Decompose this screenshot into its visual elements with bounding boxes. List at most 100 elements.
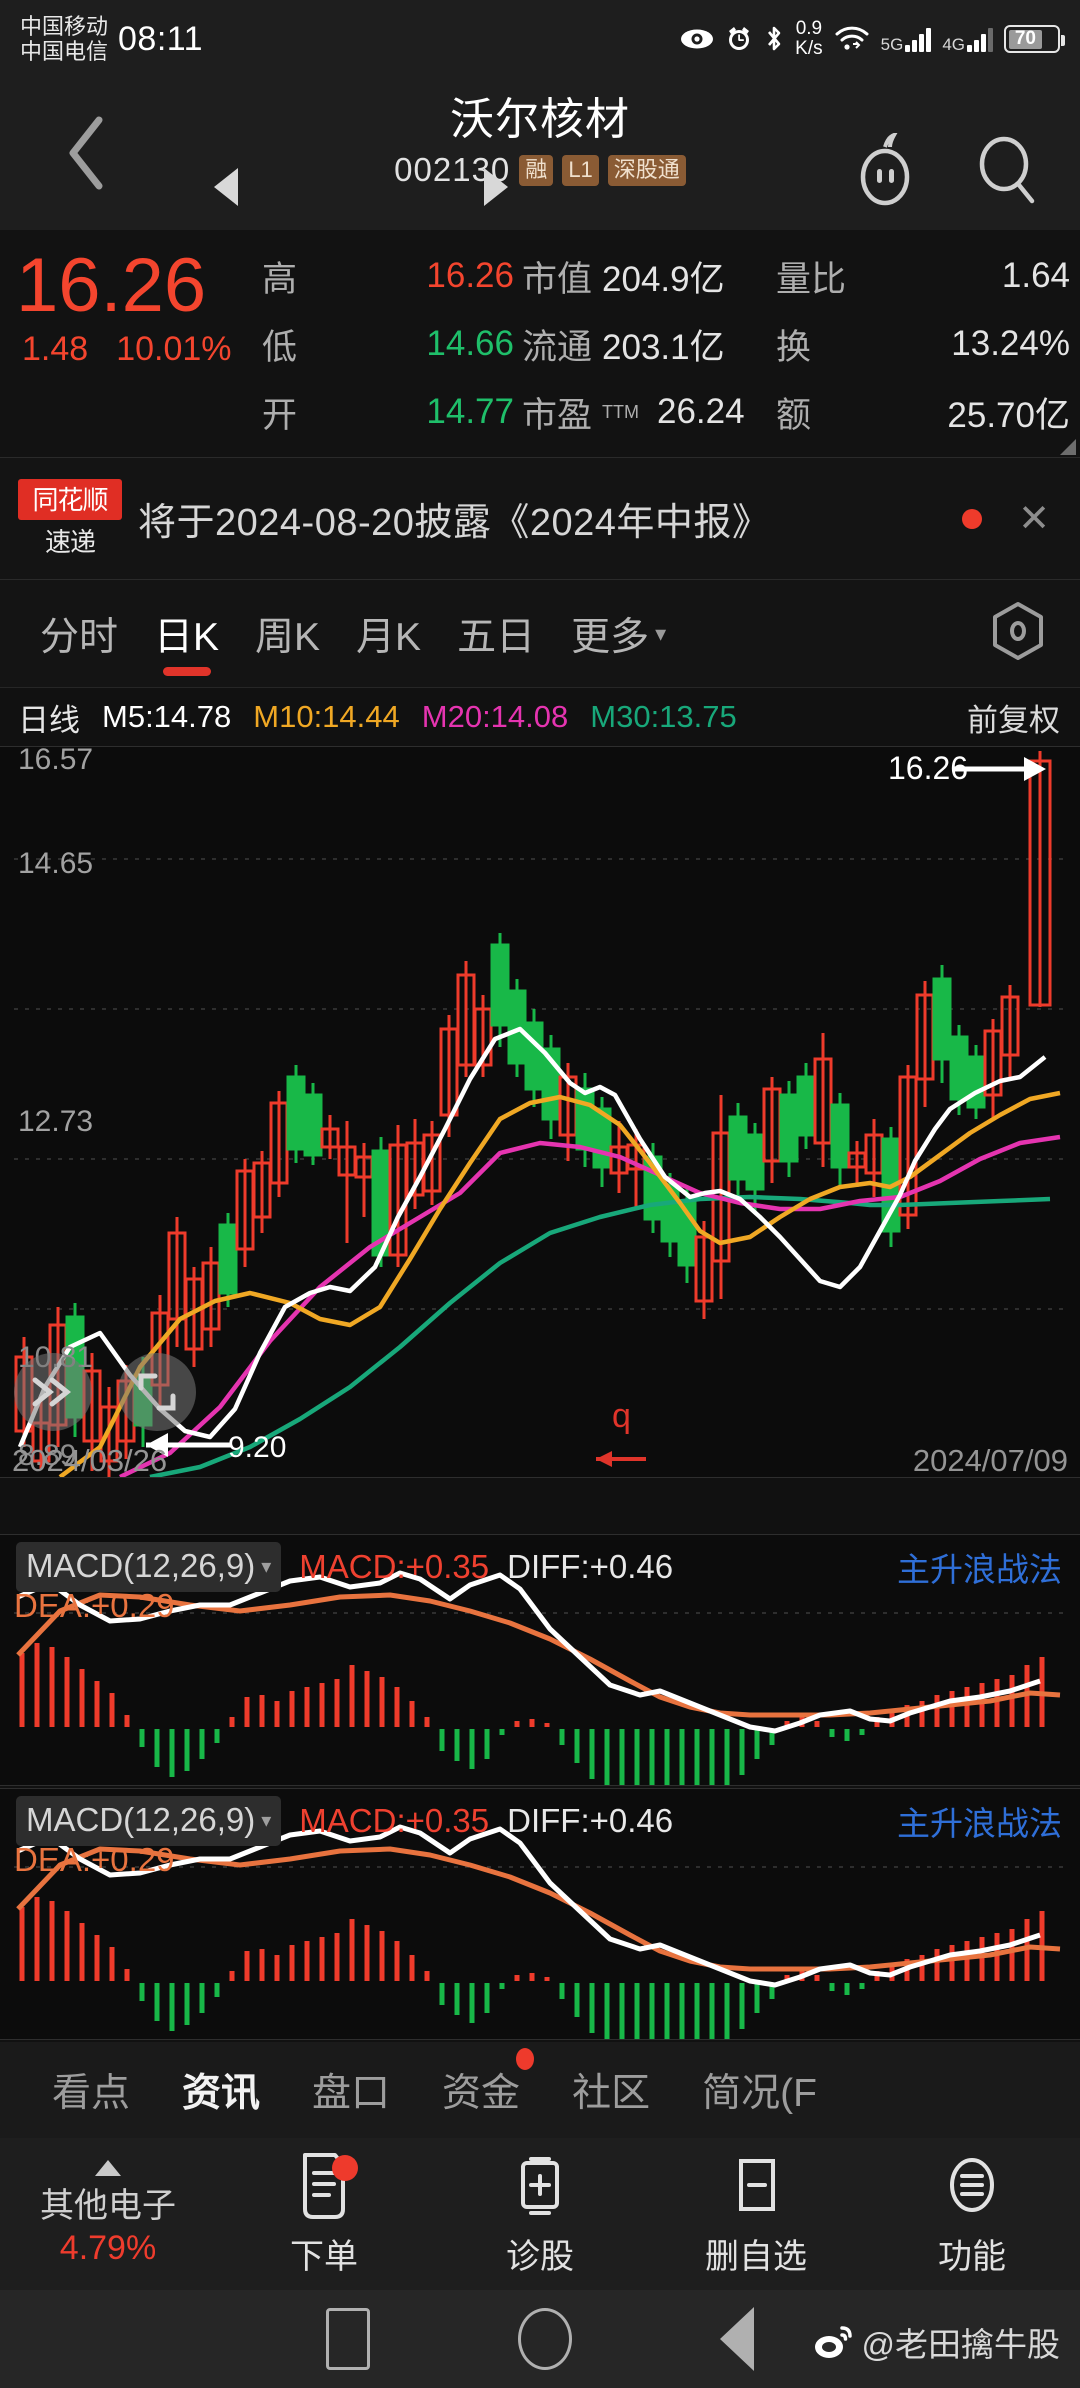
circle-icon[interactable] bbox=[518, 2308, 572, 2370]
ma20-line bbox=[119, 1134, 1061, 1477]
status-clock: 08:11 bbox=[118, 19, 204, 58]
news-banner[interactable]: 同花顺 速递 将于2024-08-20披露《2024年中报》 ✕ bbox=[0, 458, 1080, 580]
price-change-block: 1.48 10.01% bbox=[22, 330, 232, 369]
chart-settings-button[interactable] bbox=[990, 601, 1046, 666]
metric-label-high: 高 bbox=[262, 259, 298, 299]
low-annotation: 9.20 bbox=[146, 1431, 286, 1464]
network-speed-value: 0.9 bbox=[795, 18, 823, 39]
metric-label-turnover: 换 bbox=[776, 327, 812, 367]
metric-value-float: 203.1亿 bbox=[602, 327, 725, 367]
macd-panel-2[interactable]: MACD(12,26,9) ▾ MACD:+0.35 DIFF:+0.46 主升… bbox=[0, 1788, 1080, 2040]
tab-zijin[interactable]: 资金 bbox=[442, 2048, 535, 2118]
tab-more-label: 更多 bbox=[571, 615, 650, 659]
last-price-arrow-icon bbox=[952, 757, 1046, 781]
adjust-mode-label[interactable]: 前复权 bbox=[967, 702, 1060, 738]
carrier-line-1: 中国移动 bbox=[20, 14, 109, 39]
tab-monthly-k-label: 月K bbox=[356, 615, 422, 659]
candlestick-canvas: 16.26 16.57 14.65 12.73 10.81 8.89 9.20 … bbox=[14, 747, 1066, 1477]
ma-period-label: 日线 bbox=[18, 702, 80, 738]
metric-label-amount: 额 bbox=[776, 395, 812, 435]
fullscreen-button[interactable] bbox=[118, 1353, 196, 1431]
quote-panel[interactable]: 16.26 1.48 10.01% 高 16.26 市值 204.9亿 量比 1.… bbox=[0, 230, 1080, 458]
remove-watchlist-button[interactable]: 删自选 bbox=[648, 2151, 864, 2278]
metric-value-pe: 26.24 bbox=[657, 392, 745, 431]
ai-assistant-button[interactable] bbox=[850, 131, 920, 216]
tab-zixun[interactable]: 资讯 bbox=[182, 2072, 261, 2115]
macd-panel-1[interactable]: MACD(12,26,9) ▾ MACD:+0.35 DIFF:+0.46 主升… bbox=[0, 1534, 1080, 1786]
metric-label-pe: 市盈 bbox=[522, 395, 593, 435]
macd-diff-line-2 bbox=[16, 1824, 1041, 1988]
expand-corner-icon[interactable] bbox=[1060, 439, 1076, 455]
tab-five-day[interactable]: 五日 bbox=[439, 580, 553, 688]
triangle-up-icon bbox=[95, 2160, 121, 2176]
ths-logo: 同花顺 速递 bbox=[18, 478, 122, 559]
tab-weekly-k[interactable]: 周K bbox=[237, 580, 338, 688]
remove-watchlist-label: 删自选 bbox=[705, 2237, 807, 2276]
banner-status-dot bbox=[962, 508, 983, 529]
content-tab-bar: 看点 资讯 盘口 资金 社区 简况(F bbox=[0, 2042, 1080, 2138]
tab-monthly-k[interactable]: 月K bbox=[338, 580, 439, 688]
triangle-right-icon bbox=[484, 168, 508, 206]
q-annotation-label: q bbox=[612, 1397, 631, 1435]
candlestick-chart[interactable]: 16.26 16.57 14.65 12.73 10.81 8.89 9.20 … bbox=[0, 746, 1080, 1478]
svg-text:9.20: 9.20 bbox=[228, 1431, 286, 1464]
tab-pankou[interactable]: 盘口 bbox=[312, 2072, 391, 2115]
chart-date-range: 2024/03/26 2024/07/09 bbox=[0, 1443, 1080, 1479]
signal-4g-bars bbox=[967, 26, 993, 52]
metric-value-high: 16.26 bbox=[426, 256, 514, 295]
tab-shequ[interactable]: 社区 bbox=[572, 2072, 651, 2115]
triangle-left-icon[interactable] bbox=[720, 2307, 754, 2371]
network-speed-unit: K/s bbox=[795, 38, 823, 59]
search-button[interactable] bbox=[974, 133, 1040, 214]
eye-icon bbox=[680, 27, 714, 51]
chevron-left-icon bbox=[69, 116, 103, 190]
stock-title-block[interactable]: 沃尔核材 002130 融 L1 深股通 bbox=[270, 92, 810, 189]
diagnose-label: 诊股 bbox=[506, 2237, 574, 2276]
y-tick-3: 12.73 bbox=[18, 1105, 93, 1138]
signal-5g-icon: 5G bbox=[881, 26, 932, 53]
diagnose-button[interactable]: 诊股 bbox=[432, 2151, 648, 2278]
status-bar: 中国移动 中国电信 08:11 0.9 K/s 5G bbox=[0, 0, 1080, 78]
tab-more[interactable]: 更多 ▾ bbox=[553, 580, 684, 688]
metric-amount: 额 25.70亿 bbox=[776, 378, 1074, 446]
tab-jiankuang[interactable]: 简况(F bbox=[702, 2072, 817, 2115]
change-value: 1.48 bbox=[22, 330, 89, 368]
nav-header: 沃尔核材 002130 融 L1 深股通 bbox=[0, 78, 1080, 230]
badge-connect: 深股通 bbox=[607, 154, 686, 186]
fast-forward-button[interactable] bbox=[14, 1353, 92, 1431]
tab-five-day-label: 五日 bbox=[457, 615, 536, 659]
remove-watchlist-icon bbox=[739, 2158, 775, 2211]
chart-tab-bar: 分时 日K 周K 月K 五日 更多 ▾ bbox=[0, 580, 1080, 688]
page-title: 沃尔核材 bbox=[450, 95, 630, 144]
y-tick-2: 14.65 bbox=[18, 847, 93, 880]
carrier-line-2: 中国电信 bbox=[20, 39, 109, 64]
sector-indicator[interactable]: 其他电子 4.79% bbox=[0, 2160, 216, 2268]
functions-button[interactable]: 功能 bbox=[864, 2151, 1080, 2278]
tab-zijin-badge bbox=[516, 2048, 535, 2070]
prev-stock-button[interactable] bbox=[210, 166, 242, 213]
close-icon[interactable]: ✕ bbox=[1018, 498, 1050, 540]
tab-kandian[interactable]: 看点 bbox=[52, 2072, 131, 2115]
metric-value-low: 14.66 bbox=[426, 324, 514, 363]
signal-5g-bars bbox=[905, 26, 932, 52]
tab-fenshi[interactable]: 分时 bbox=[22, 580, 136, 688]
weibo-icon bbox=[814, 2326, 852, 2358]
next-stock-button[interactable] bbox=[480, 166, 512, 213]
macd-canvas-2 bbox=[14, 1824, 1066, 2039]
metric-label-open: 开 bbox=[262, 395, 298, 435]
sector-change-percent: 4.79% bbox=[59, 2229, 157, 2267]
square-icon[interactable] bbox=[326, 2308, 370, 2370]
badge-margin: 融 bbox=[519, 154, 554, 186]
sector-name: 其他电子 bbox=[40, 2187, 176, 2225]
metric-label-volratio: 量比 bbox=[776, 259, 847, 299]
order-doc-icon bbox=[303, 2152, 345, 2219]
carrier-block: 中国移动 中国电信 bbox=[20, 14, 108, 64]
macd-histogram-2 bbox=[19, 1897, 1045, 2039]
dea-value-2: DEA:+0.29 bbox=[14, 1841, 175, 1878]
tab-daily-k[interactable]: 日K bbox=[136, 580, 237, 688]
metric-value-turnover: 13.24% bbox=[951, 324, 1070, 363]
order-button[interactable]: 下单 bbox=[216, 2151, 432, 2278]
back-button[interactable] bbox=[52, 112, 122, 194]
android-nav-bar bbox=[0, 2290, 1080, 2388]
bluetooth-icon bbox=[764, 24, 784, 54]
